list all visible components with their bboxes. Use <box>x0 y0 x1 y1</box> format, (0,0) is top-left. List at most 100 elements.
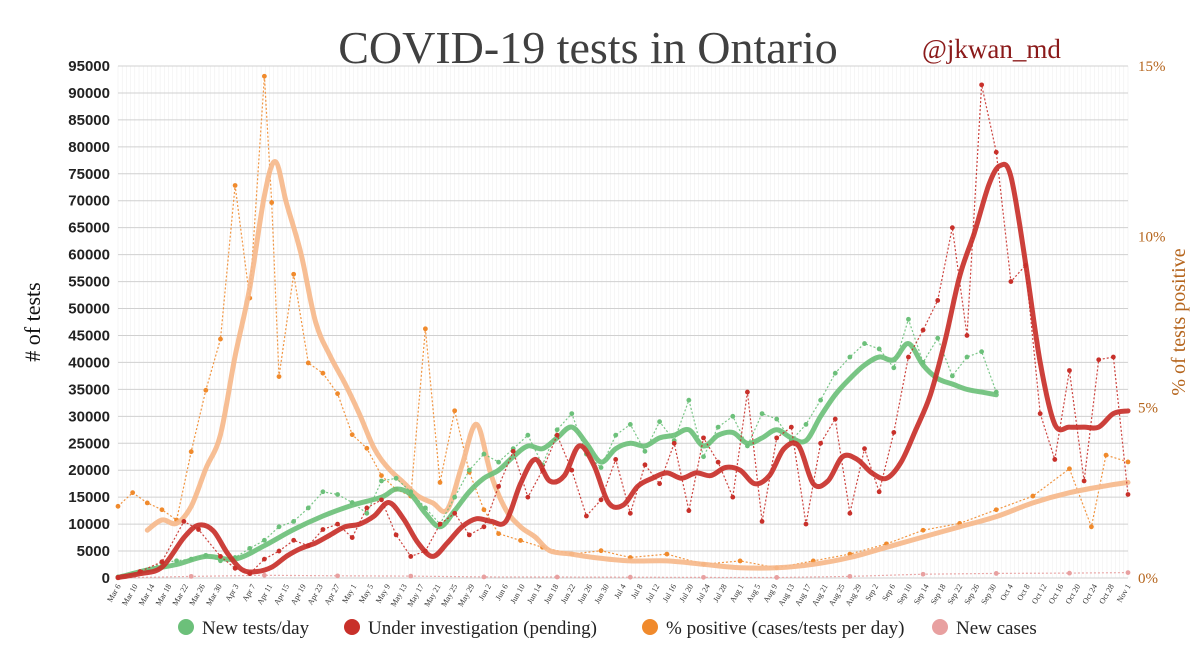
legend-swatch <box>344 619 360 635</box>
data-point <box>715 459 721 465</box>
data-point <box>598 548 604 554</box>
data-point <box>876 489 882 495</box>
data-point <box>188 573 194 579</box>
data-point <box>452 494 458 500</box>
x-tick-label: Jul 8 <box>629 583 644 601</box>
data-point <box>832 416 838 422</box>
data-point <box>920 571 926 577</box>
data-point <box>906 354 911 360</box>
x-tick-label: Jun 30 <box>593 583 611 606</box>
data-point <box>847 510 853 516</box>
data-point <box>269 200 275 205</box>
data-point <box>525 432 531 438</box>
data-point <box>993 571 999 576</box>
data-point <box>159 507 165 513</box>
data-point <box>774 575 780 580</box>
data-point <box>759 519 765 524</box>
data-point <box>1089 524 1094 530</box>
x-tick-label: Oct 28 <box>1097 583 1116 606</box>
data-point <box>745 389 750 395</box>
data-point <box>291 537 297 543</box>
data-point <box>437 480 443 485</box>
x-tick-label: Oct 20 <box>1064 583 1083 606</box>
series-new-cases <box>115 570 1131 581</box>
data-point <box>466 467 472 473</box>
data-point <box>584 513 589 519</box>
data-point <box>935 298 941 303</box>
data-point <box>803 422 809 427</box>
data-point <box>481 451 487 457</box>
y-tick-label: 85000 <box>68 112 110 129</box>
data-point <box>276 524 282 530</box>
y2-tick-label: 5% <box>1138 400 1158 416</box>
y-tick-label: 55000 <box>68 274 110 291</box>
data-point <box>379 478 384 484</box>
y-tick-label: 20000 <box>68 462 110 479</box>
data-point <box>1067 466 1072 472</box>
data-point <box>832 370 838 376</box>
grid-lines <box>117 65 1129 579</box>
legend-label: Under investigation (pending) <box>368 618 597 639</box>
data-point <box>335 573 340 579</box>
data-point <box>320 527 326 532</box>
data-point <box>408 573 414 579</box>
y-tick-label: 15000 <box>68 489 110 506</box>
data-point <box>935 335 941 341</box>
x-tick-label: Jun 14 <box>525 583 543 606</box>
data-point <box>481 524 487 530</box>
data-point <box>364 510 370 516</box>
x-tick-label: Sep 22 <box>946 583 965 607</box>
series-positive-cases-tests-per-day <box>115 73 1131 571</box>
data-point <box>671 440 677 446</box>
data-point <box>657 481 662 487</box>
data-point <box>613 432 619 438</box>
data-point <box>437 521 443 527</box>
y-axis-right-label: % of tests positive <box>1168 248 1190 395</box>
x-tick-label: Oct 4 <box>998 583 1015 603</box>
data-point <box>949 225 955 231</box>
data-point <box>481 574 487 580</box>
y-tick-label: 95000 <box>68 58 110 75</box>
y-tick-label: 75000 <box>68 166 110 183</box>
x-tick-label: Aug 5 <box>745 583 763 605</box>
data-point <box>906 316 911 322</box>
data-point <box>247 545 253 551</box>
x-tick-label: May 1 <box>340 583 358 605</box>
y-tick-label: 50000 <box>68 301 110 318</box>
data-point <box>627 574 633 580</box>
data-point <box>554 432 560 438</box>
data-point <box>276 548 282 554</box>
data-point <box>759 411 765 417</box>
x-tick-label: Jul 24 <box>694 583 711 604</box>
x-tick-label: Jul 16 <box>661 583 678 604</box>
data-point <box>818 440 824 446</box>
data-point <box>1052 457 1058 462</box>
data-point <box>379 473 384 478</box>
x-tick-label: Jul 28 <box>711 583 728 604</box>
data-point <box>1103 452 1109 458</box>
y-tick-label: 90000 <box>68 85 110 102</box>
x-tick-label: Oct 8 <box>1015 583 1032 603</box>
y-tick-label: 30000 <box>68 408 110 425</box>
data-point <box>862 446 867 452</box>
data-point <box>554 574 560 580</box>
data-point <box>115 503 121 509</box>
data-point <box>452 510 458 516</box>
x-tick-label: Apr 3 <box>224 583 241 603</box>
data-point <box>949 373 955 379</box>
y-tick-label: 65000 <box>68 220 110 237</box>
data-point <box>335 391 340 397</box>
data-point <box>847 573 853 579</box>
data-point <box>737 558 743 564</box>
data-point <box>554 427 560 433</box>
y-axis-left-label: # of tests <box>20 282 45 361</box>
data-point <box>862 341 867 346</box>
x-tick-label: Sep 6 <box>880 583 897 603</box>
data-point <box>657 419 662 425</box>
legend: New tests/day Under investigation (pendin… <box>178 618 1037 639</box>
data-point <box>964 354 970 360</box>
data-point <box>320 489 326 495</box>
x-tick-label: Apr 15 <box>272 583 291 607</box>
y2-tick-label: 10% <box>1138 230 1166 246</box>
data-point <box>891 430 897 435</box>
